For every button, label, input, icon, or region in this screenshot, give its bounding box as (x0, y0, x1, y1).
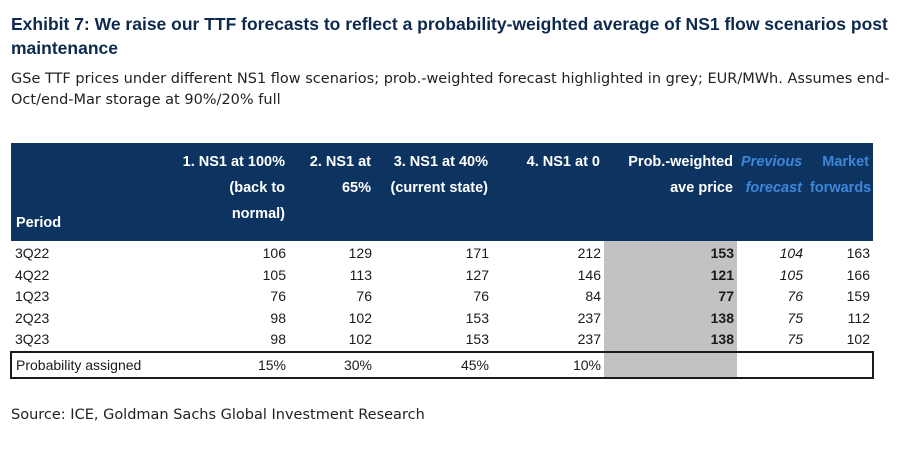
cell-prob-weighted: 138 (604, 329, 737, 352)
cell-ns1-100: 98 (270, 331, 286, 347)
cell-previous-forecast: 76 (787, 288, 803, 304)
cell-period: 2Q23 (15, 309, 50, 326)
table-row: 1Q23 76 76 76 84 77 76 159 (11, 286, 873, 308)
cell-ns1-100: 105 (262, 266, 286, 283)
cell-ns1-40: 153 (465, 331, 489, 347)
cell-ns1-40: 76 (473, 288, 489, 304)
table-row: 2Q23 98 102 153 237 138 75 112 (11, 307, 873, 329)
header-ns1-100: 1. NS1 at 100% (back to normal) (177, 144, 289, 241)
cell-prob-ns1-100: 15% (177, 350, 289, 379)
table-row: 3Q23 98 102 153 237 138 75 102 (11, 329, 873, 352)
cell-ns1-65: 102 (348, 309, 372, 326)
cell-market-forwards: 166 (846, 266, 870, 283)
cell-prob-ns1-65: 30% (289, 350, 375, 379)
cell-ns1-40: 127 (465, 266, 489, 283)
cell-period: 3Q22 (15, 245, 50, 261)
cell-market-forwards: 163 (846, 245, 870, 261)
cell-prob-weighted: 138 (604, 307, 737, 329)
cell-probability-label: Probability assigned (10, 350, 177, 379)
probability-row: Probability assigned 15% 30% 45% 10% (10, 350, 874, 379)
cell-ns1-65: 113 (349, 266, 372, 283)
cell-ns1-0: 84 (585, 288, 601, 304)
cell-prob-ns1-0: 10% (492, 350, 604, 379)
scenario-table: Period 1. NS1 at 100% (back to normal) 2… (10, 143, 874, 379)
cell-ns1-65: 76 (356, 288, 372, 304)
cell-previous-forecast: 75 (787, 309, 803, 326)
table-row: 4Q22 105 113 127 146 121 105 166 (11, 264, 873, 286)
table-row: 3Q22 106 129 171 212 153 104 163 (11, 241, 873, 265)
cell-market-forwards: 112 (847, 309, 870, 326)
cell-previous-forecast: 104 (779, 245, 803, 261)
cell-prob-market-empty (806, 350, 874, 379)
cell-period: 1Q23 (15, 288, 50, 304)
cell-ns1-40: 171 (465, 245, 489, 261)
header-previous-forecast: Previous forecast (737, 144, 806, 241)
cell-ns1-0: 237 (577, 309, 601, 326)
cell-ns1-0: 146 (577, 266, 601, 283)
cell-ns1-65: 129 (348, 245, 372, 261)
cell-prob-weighted: 153 (604, 241, 737, 265)
cell-ns1-0: 237 (577, 331, 601, 347)
cell-previous-forecast: 105 (779, 266, 803, 283)
cell-prob-ns1-40: 45% (375, 350, 492, 379)
exhibit-title: Exhibit 7: We raise our TTF forecasts to… (11, 14, 888, 58)
cell-ns1-100: 106 (262, 245, 286, 261)
header-prob-weighted: Prob.-weighted ave price (604, 144, 737, 241)
cell-ns1-100: 76 (270, 288, 286, 304)
cell-prob-previous-empty (737, 350, 806, 379)
source-note: Source: ICE, Goldman Sachs Global Invest… (11, 407, 425, 423)
cell-ns1-65: 102 (348, 331, 372, 347)
cell-previous-forecast: 75 (787, 331, 803, 347)
cell-period: 3Q23 (15, 331, 50, 347)
header-ns1-0: 4. NS1 at 0 (492, 144, 604, 241)
cell-prob-weighted-empty (604, 350, 737, 379)
header-ns1-65: 2. NS1 at 65% (289, 144, 375, 241)
table-header-row: Period 1. NS1 at 100% (back to normal) 2… (11, 144, 873, 241)
header-market-forwards: Market forwards (806, 144, 873, 241)
header-period: Period (11, 144, 177, 241)
header-ns1-40: 3. NS1 at 40% (current state) (375, 144, 492, 241)
cell-ns1-100: 98 (270, 309, 286, 326)
cell-market-forwards: 159 (846, 288, 870, 304)
cell-period: 4Q22 (15, 266, 50, 283)
exhibit-subtitle: GSe TTF prices under different NS1 flow … (11, 71, 890, 108)
cell-ns1-40: 153 (465, 309, 489, 326)
cell-prob-weighted: 77 (604, 286, 737, 308)
cell-market-forwards: 102 (846, 331, 870, 347)
cell-ns1-0: 212 (577, 245, 601, 261)
cell-prob-weighted: 121 (604, 264, 737, 286)
